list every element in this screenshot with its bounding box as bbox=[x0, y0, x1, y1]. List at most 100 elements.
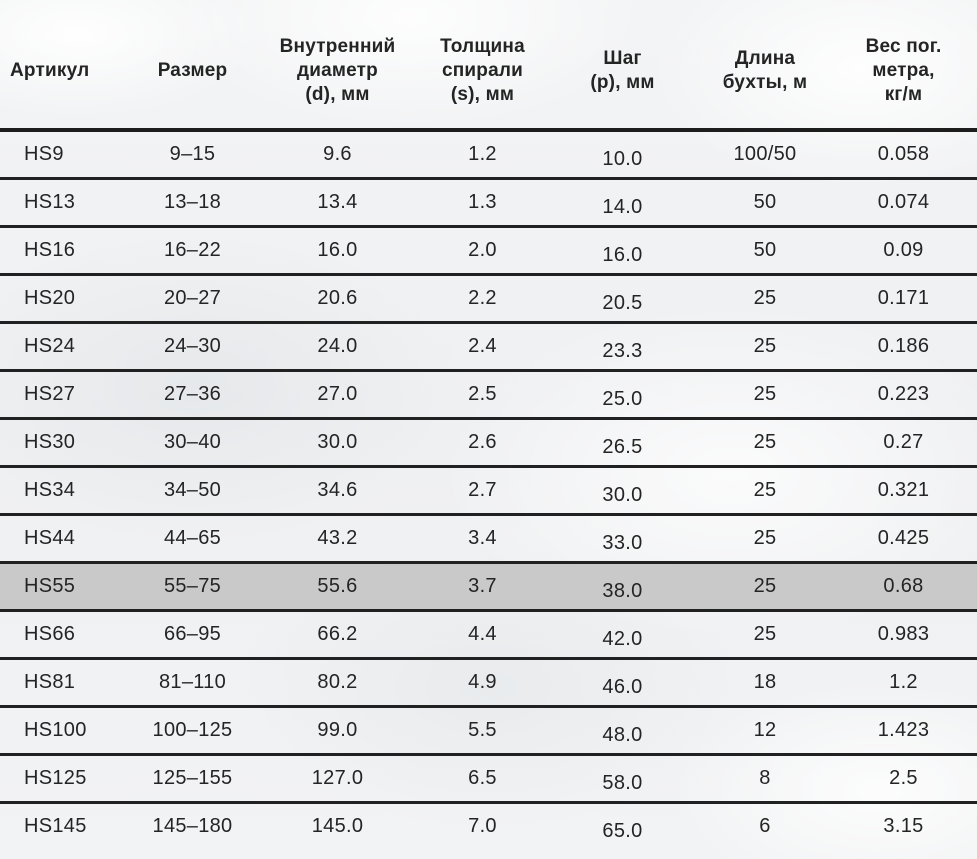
cell-coil-length: 12 bbox=[753, 719, 777, 741]
table-row: HS30 30–40 30.0 2.6 26.5 25 0.27 bbox=[0, 420, 977, 468]
cell-diameter: 24.0 bbox=[317, 335, 358, 357]
cell-size: 100–125 bbox=[152, 719, 233, 741]
table-row: HS66 66–95 66.2 4.4 42.0 25 0.983 bbox=[0, 612, 977, 660]
cell-pitch: 20.5 bbox=[602, 292, 643, 314]
cell-article: HS44 bbox=[24, 527, 76, 549]
cell-diameter: 9.6 bbox=[323, 143, 352, 165]
cell-thickness: 1.3 bbox=[468, 191, 497, 213]
cell-article: HS20 bbox=[24, 287, 76, 309]
table-row: HS145 145–180 145.0 7.0 65.0 6 3.15 bbox=[0, 804, 977, 849]
cell-weight: 0.074 bbox=[877, 191, 930, 213]
table-row: HS55 55–75 55.6 3.7 38.0 25 0.68 bbox=[0, 564, 977, 612]
cell-thickness: 2.7 bbox=[468, 479, 497, 501]
cell-article: HS125 bbox=[24, 767, 87, 789]
cell-article: HS13 bbox=[24, 191, 76, 213]
cell-coil-length: 50 bbox=[753, 191, 777, 213]
table-row: HS24 24–30 24.0 2.4 23.3 25 0.186 bbox=[0, 324, 977, 372]
cell-pitch: 33.0 bbox=[602, 532, 643, 554]
cell-thickness: 2.4 bbox=[468, 335, 497, 357]
cell-size: 16–22 bbox=[163, 239, 222, 261]
cell-thickness: 4.9 bbox=[468, 671, 497, 693]
cell-diameter: 30.0 bbox=[317, 431, 358, 453]
cell-diameter: 13.4 bbox=[317, 191, 358, 213]
cell-thickness: 6.5 bbox=[468, 767, 497, 789]
cell-coil-length: 25 bbox=[753, 575, 777, 597]
cell-coil-length: 25 bbox=[753, 479, 777, 501]
table-row: HS13 13–18 13.4 1.3 14.0 50 0.074 bbox=[0, 180, 977, 228]
table-row: HS81 81–110 80.2 4.9 46.0 18 1.2 bbox=[0, 660, 977, 708]
cell-pitch: 30.0 bbox=[602, 484, 643, 506]
cell-size: 145–180 bbox=[152, 815, 233, 837]
cell-weight: 0.27 bbox=[883, 431, 924, 453]
cell-thickness: 7.0 bbox=[468, 815, 497, 837]
cell-size: 9–15 bbox=[169, 143, 216, 165]
cell-thickness: 2.0 bbox=[468, 239, 497, 261]
table-row: HS27 27–36 27.0 2.5 25.0 25 0.223 bbox=[0, 372, 977, 420]
table-row: HS34 34–50 34.6 2.7 30.0 25 0.321 bbox=[0, 468, 977, 516]
cell-coil-length: 6 bbox=[759, 815, 771, 837]
cell-thickness: 2.6 bbox=[468, 431, 497, 453]
cell-article: HS55 bbox=[24, 575, 76, 597]
cell-thickness: 2.5 bbox=[468, 383, 497, 405]
cell-pitch: 23.3 bbox=[602, 340, 643, 362]
cell-diameter: 43.2 bbox=[317, 527, 358, 549]
cell-pitch: 10.0 bbox=[602, 148, 643, 170]
cell-size: 66–95 bbox=[163, 623, 222, 645]
cell-weight: 1.2 bbox=[889, 671, 918, 693]
cell-pitch: 65.0 bbox=[602, 820, 643, 842]
table-row: HS100 100–125 99.0 5.5 48.0 12 1.423 bbox=[0, 708, 977, 756]
cell-pitch: 42.0 bbox=[602, 628, 643, 650]
column-header-article: Артикул bbox=[10, 59, 90, 81]
cell-pitch: 46.0 bbox=[602, 676, 643, 698]
cell-coil-length: 18 bbox=[753, 671, 777, 693]
cell-pitch: 38.0 bbox=[602, 580, 643, 602]
cell-thickness: 3.7 bbox=[468, 575, 497, 597]
cell-pitch: 48.0 bbox=[602, 724, 643, 746]
cell-weight: 0.425 bbox=[877, 527, 930, 549]
cell-weight: 0.223 bbox=[877, 383, 930, 405]
cell-size: 55–75 bbox=[163, 575, 222, 597]
cell-thickness: 1.2 bbox=[468, 143, 497, 165]
cell-weight: 2.5 bbox=[889, 767, 918, 789]
cell-size: 24–30 bbox=[163, 335, 222, 357]
column-header-pitch: Шаг (p), мм bbox=[590, 47, 655, 93]
column-header-coil-length: Длина бухты, м bbox=[722, 47, 808, 93]
cell-diameter: 66.2 bbox=[317, 623, 358, 645]
cell-article: HS145 bbox=[24, 815, 87, 837]
table-body: HS9 9–15 9.6 1.2 10.0 100/50 0.058 HS13 … bbox=[0, 132, 977, 849]
cell-size: 44–65 bbox=[163, 527, 222, 549]
column-header-weight: Вес пог. метра, кг/м bbox=[865, 35, 942, 106]
cell-pitch: 14.0 bbox=[602, 196, 643, 218]
cell-pitch: 25.0 bbox=[602, 388, 643, 410]
cell-diameter: 55.6 bbox=[317, 575, 358, 597]
cell-coil-length: 100/50 bbox=[733, 143, 797, 165]
table-header-row: Артикул Размер Внутренний диаметр (d), м… bbox=[0, 0, 977, 132]
cell-size: 13–18 bbox=[163, 191, 222, 213]
cell-diameter: 34.6 bbox=[317, 479, 358, 501]
table-row: HS16 16–22 16.0 2.0 16.0 50 0.09 bbox=[0, 228, 977, 276]
cell-coil-length: 25 bbox=[753, 623, 777, 645]
cell-diameter: 145.0 bbox=[311, 815, 364, 837]
cell-coil-length: 50 bbox=[753, 239, 777, 261]
table-row: HS20 20–27 20.6 2.2 20.5 25 0.171 bbox=[0, 276, 977, 324]
cell-article: HS24 bbox=[24, 335, 76, 357]
cell-weight: 0.983 bbox=[877, 623, 930, 645]
cell-weight: 0.186 bbox=[877, 335, 930, 357]
cell-size: 20–27 bbox=[163, 287, 222, 309]
cell-weight: 0.09 bbox=[883, 239, 924, 261]
cell-article: HS27 bbox=[24, 383, 76, 405]
cell-thickness: 5.5 bbox=[468, 719, 497, 741]
table-row: HS125 125–155 127.0 6.5 58.0 8 2.5 bbox=[0, 756, 977, 804]
cell-weight: 0.058 bbox=[877, 143, 930, 165]
cell-weight: 0.321 bbox=[877, 479, 930, 501]
cell-article: HS34 bbox=[24, 479, 76, 501]
cell-weight: 1.423 bbox=[877, 719, 930, 741]
cell-diameter: 127.0 bbox=[311, 767, 364, 789]
cell-thickness: 3.4 bbox=[468, 527, 497, 549]
cell-diameter: 99.0 bbox=[317, 719, 358, 741]
cell-thickness: 2.2 bbox=[468, 287, 497, 309]
cell-thickness: 4.4 bbox=[468, 623, 497, 645]
cell-size: 30–40 bbox=[163, 431, 222, 453]
cell-size: 27–36 bbox=[163, 383, 222, 405]
